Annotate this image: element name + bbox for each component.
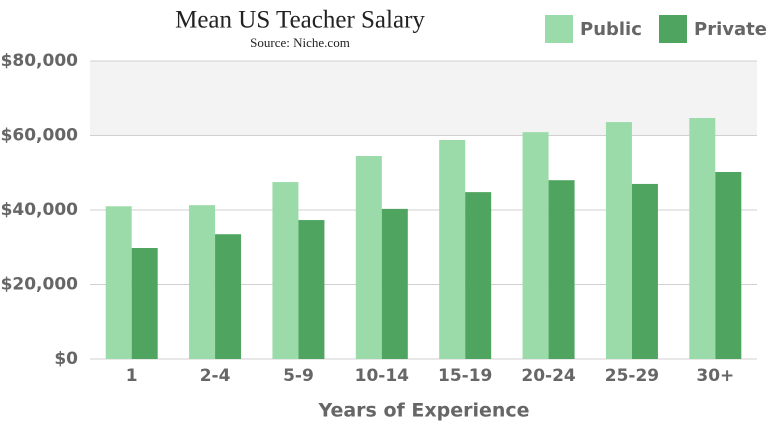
legend-swatch	[659, 15, 687, 43]
bar	[465, 192, 492, 359]
bar	[631, 183, 658, 359]
chart-subtitle: Source: Niche.com	[250, 35, 350, 50]
bar	[355, 155, 382, 359]
bar	[522, 132, 549, 359]
y-tick-label: $40,000	[1, 200, 79, 220]
bar	[689, 117, 716, 360]
legend-label: Private	[694, 19, 767, 40]
legend-label: Public	[580, 19, 642, 40]
x-tick-label: 10-14	[355, 366, 410, 386]
bar	[548, 180, 575, 359]
chart-title: Mean US Teacher Salary	[175, 7, 425, 34]
bar	[298, 220, 325, 359]
x-tick-label: 15-19	[438, 366, 492, 386]
y-tick-label: $60,000	[1, 126, 79, 146]
plot-band	[90, 61, 757, 135]
y-tick-label: $80,000	[1, 51, 79, 71]
bar	[272, 182, 299, 359]
bar	[131, 247, 158, 359]
x-tick-label: 20-24	[521, 366, 576, 386]
bar	[381, 208, 408, 359]
y-tick-label: $0	[54, 349, 78, 369]
x-tick-label: 2-4	[200, 366, 231, 386]
x-tick-label: 5-9	[283, 366, 314, 386]
bar	[215, 234, 242, 359]
x-tick-label: 25-29	[605, 366, 659, 386]
bar	[605, 122, 632, 359]
bar	[189, 205, 216, 359]
x-tick-label: 1	[126, 366, 138, 386]
bar	[439, 139, 466, 359]
x-tick-label: 30+	[696, 366, 734, 386]
bar	[105, 206, 132, 359]
legend-swatch	[545, 15, 573, 43]
x-axis-title: Years of Experience	[317, 400, 529, 422]
bar	[715, 172, 742, 359]
y-tick-label: $20,000	[1, 275, 79, 295]
